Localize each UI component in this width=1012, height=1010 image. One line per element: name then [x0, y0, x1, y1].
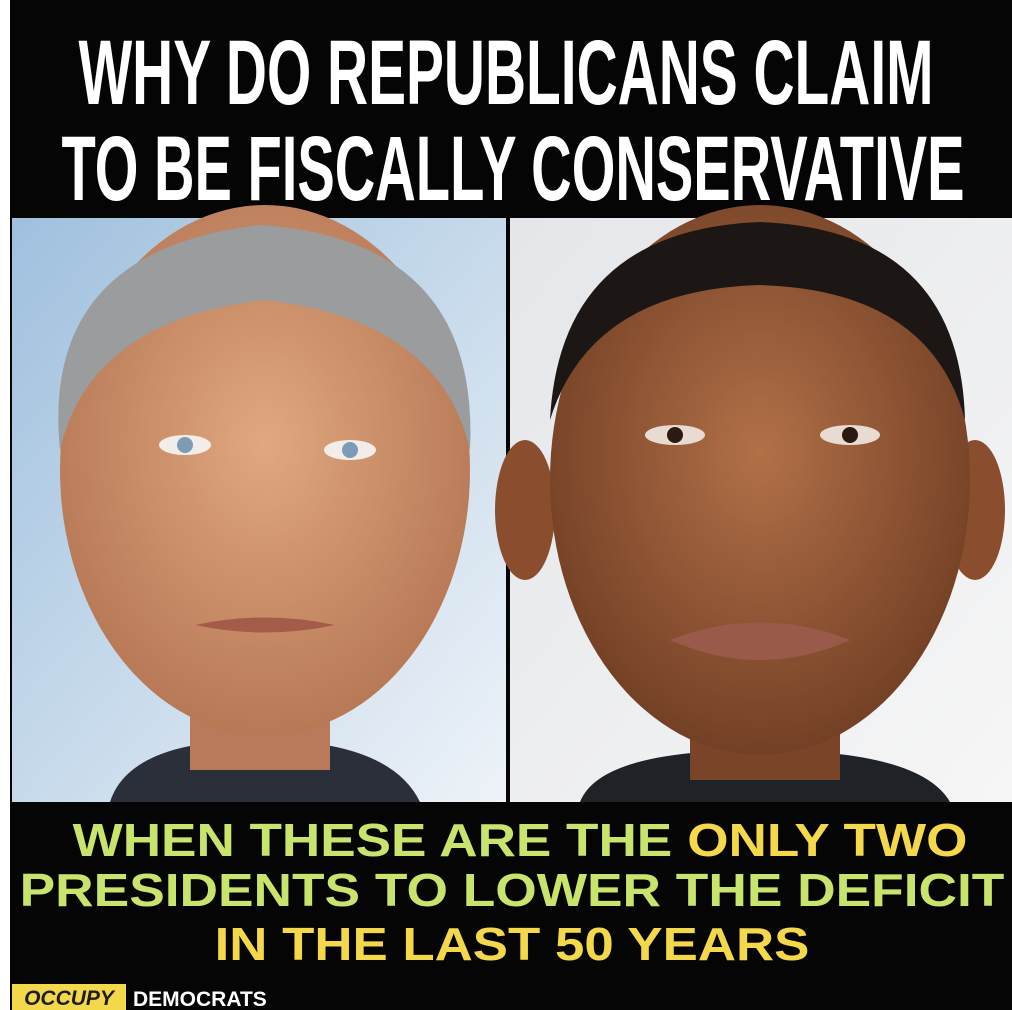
caption-segment: PRESIDENTS TO LOWER THE DEFICIT: [20, 864, 1005, 916]
caption-segment: ONLY TWO: [687, 814, 967, 866]
caption-line: IN THE LAST 50 YEARS: [215, 919, 810, 970]
caption-band: [10, 802, 1012, 1010]
caption-line: PRESIDENTS TO LOWER THE DEFICIT: [20, 864, 1005, 916]
title-line: WHY DO REPUBLICANS CLAIM: [79, 22, 934, 124]
logo-first: OCCUPY: [24, 987, 116, 1010]
right-photo: [495, 205, 1012, 802]
logo-second: DEMOCRATS: [133, 988, 267, 1010]
left-photo: [12, 205, 506, 802]
caption-line: WHEN THESE ARE THE ONLY TWO: [73, 814, 968, 866]
title-line: TO BE FISCALLY CONSERVATIVE: [62, 118, 965, 220]
caption-segment: IN THE LAST 50 YEARS: [215, 919, 810, 970]
caption-segment: WHEN THESE ARE THE: [73, 814, 673, 866]
logo-box: [12, 984, 126, 1010]
